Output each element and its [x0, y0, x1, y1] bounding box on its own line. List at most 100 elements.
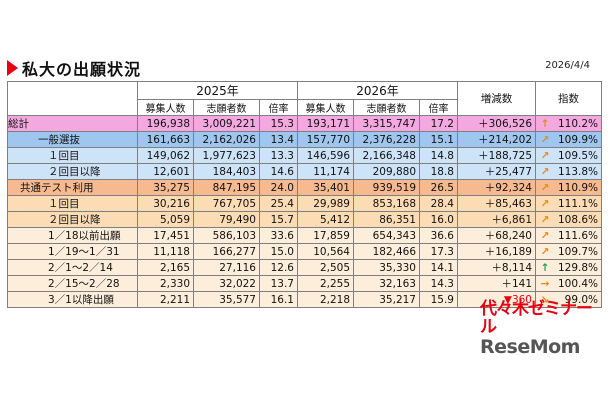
applicants-2026-text: 853,168: [372, 197, 416, 210]
table-row: 2／15～2／28 2,330 32,022 13.7 2,255 32,163 14.3 ＋…: [7, 275, 602, 292]
ratio-2025-text: 15.7: [270, 213, 294, 226]
trend-arrow-icon: ↗: [540, 181, 550, 194]
table-row: ２回目以降 12,601 184,403 14.6 11,174 209,880 18.8 ＋…: [7, 163, 602, 180]
logo-resemom: ReseMom: [480, 336, 580, 358]
recruit-2025: 2,165: [137, 259, 194, 276]
change-value: ＋92,324: [457, 179, 536, 196]
applicants-2026-text: 2,376,228: [362, 133, 416, 146]
recruit-2025-text: 11,118: [153, 245, 190, 258]
ratio-2026: 15.9: [419, 291, 458, 308]
applicants-2025: 1,977,623: [193, 147, 260, 164]
recruit-2025: 17,451: [137, 227, 194, 244]
applicants-2026: 2,376,228: [353, 131, 420, 148]
header-blank: [7, 81, 138, 116]
recruit-2026-text: 2,218: [319, 293, 350, 306]
row-label-text: 2／1～2／14: [48, 262, 113, 274]
trend-arrow-icon: ↑: [540, 261, 550, 274]
recruit-2026-text: 2,255: [319, 277, 350, 290]
recruit-2025-text: 5,059: [159, 213, 190, 226]
ratio-2025: 12.6: [259, 259, 298, 276]
index-value: ↗ 113.8%: [535, 163, 602, 180]
recruit-2025-text: 12,601: [153, 165, 190, 178]
ratio-2025: 24.0: [259, 179, 298, 196]
applicants-2025-text: 27,116: [219, 261, 256, 274]
applicants-2025: 79,490: [193, 211, 260, 228]
recruit-2026-text: 11,174: [313, 165, 350, 178]
ratio-2026-text: 17.3: [430, 245, 454, 258]
page-title-wrap: 私大の出願状況: [7, 56, 141, 80]
applicants-2025: 35,577: [193, 291, 260, 308]
ratio-2026-text: 18.8: [430, 165, 454, 178]
recruit-2026-text: 29,989: [313, 197, 350, 210]
applicants-2025: 2,162,026: [193, 131, 260, 148]
row-label: 一般選抜: [7, 131, 138, 148]
row-label: 1／18以前出願: [7, 227, 138, 244]
ratio-2025-text: 33.6: [270, 229, 294, 242]
page-title: 私大の出願状況: [22, 60, 142, 79]
ratio-2026: 28.4: [419, 195, 458, 212]
trend-arrow-icon: ↗: [540, 165, 550, 178]
ratio-2026-text: 36.6: [430, 229, 454, 242]
index-value: ↗ 108.6%: [535, 211, 602, 228]
recruit-2025: 12,601: [137, 163, 194, 180]
recruit-2025-text: 2,165: [159, 261, 190, 274]
change-value: ＋25,477: [457, 163, 536, 180]
row-label-text: 総計: [8, 118, 30, 130]
row-label-text: １回目: [48, 150, 80, 162]
header-applicants-2025: 志願者数: [193, 99, 260, 116]
applicants-2026-text: 209,880: [372, 165, 416, 178]
change-value-text: ＋141: [501, 278, 532, 290]
ratio-2026-text: 16.0: [430, 213, 454, 226]
recruit-2026: 29,989: [297, 195, 354, 212]
row-label: ２回目以降: [7, 163, 138, 180]
logo-yoyogi: 代々木ゼミナール: [480, 299, 593, 337]
applicants-2026: 853,168: [353, 195, 420, 212]
header-recruit-2025: 募集人数: [137, 99, 194, 116]
applicants-2026: 86,351: [353, 211, 420, 228]
recruit-2025-text: 2,211: [159, 293, 190, 306]
ratio-2026: 17.2: [419, 115, 458, 132]
row-label: 3／1以降出願: [7, 291, 138, 308]
table-row: 総計 196,938 3,009,221 15.3 193,171 3,315,747 17…: [7, 115, 602, 132]
row-label-text: 共通テスト利用: [20, 182, 94, 194]
change-value-text: ＋188,725: [478, 150, 532, 162]
recruit-2025: 5,059: [137, 211, 194, 228]
recruit-2026-text: 17,859: [313, 229, 350, 242]
change-value-text: ＋85,463: [484, 198, 532, 210]
applicants-2025-text: 79,490: [219, 213, 256, 226]
change-value: ＋16,189: [457, 243, 536, 260]
index-value: ↗ 110.9%: [535, 179, 602, 196]
table-row: 2／1～2／14 2,165 27,116 12.6 2,505 35,330 14.1 ＋8…: [7, 259, 602, 276]
trend-arrow-icon: ↗: [540, 133, 550, 146]
applicants-2026: 35,217: [353, 291, 420, 308]
index-value: ↑ 110.2%: [535, 115, 602, 132]
ratio-2026-text: 14.1: [430, 261, 454, 274]
index-value: ↗ 111.6%: [535, 227, 602, 244]
index-text: 110.9%: [557, 181, 598, 194]
change-value-text: ＋214,202: [478, 134, 532, 146]
applicants-2026-text: 939,519: [372, 181, 416, 194]
index-text: 100.4%: [557, 277, 598, 290]
ratio-2026: 14.8: [419, 147, 458, 164]
table-body: 総計 196,938 3,009,221 15.3 193,171 3,315,747 17…: [7, 115, 602, 308]
ratio-2025-text: 24.0: [270, 181, 294, 194]
recruit-2026-text: 5,412: [319, 213, 350, 226]
ratio-2026: 26.5: [419, 179, 458, 196]
recruit-2026: 2,218: [297, 291, 354, 308]
index-value: ↗ 109.5%: [535, 147, 602, 164]
recruit-2025: 2,211: [137, 291, 194, 308]
applicants-2026: 2,166,348: [353, 147, 420, 164]
recruit-2025: 35,275: [137, 179, 194, 196]
index-value: → 100.4%: [535, 275, 602, 292]
recruit-2025: 2,330: [137, 275, 194, 292]
applicants-2026-text: 3,315,747: [362, 117, 416, 130]
applicants-2025-text: 32,022: [219, 277, 256, 290]
applicants-2025: 847,195: [193, 179, 260, 196]
row-label: １回目: [7, 147, 138, 164]
change-value-text: ＋306,526: [478, 118, 532, 130]
header-change: 増減数: [457, 81, 536, 116]
row-label: 共通テスト利用: [7, 179, 138, 196]
ratio-2025: 13.3: [259, 147, 298, 164]
table-row: １回目 149,062 1,977,623 13.3 146,596 2,166,348 1…: [7, 147, 602, 164]
trend-arrow-icon: ↗: [540, 213, 550, 226]
